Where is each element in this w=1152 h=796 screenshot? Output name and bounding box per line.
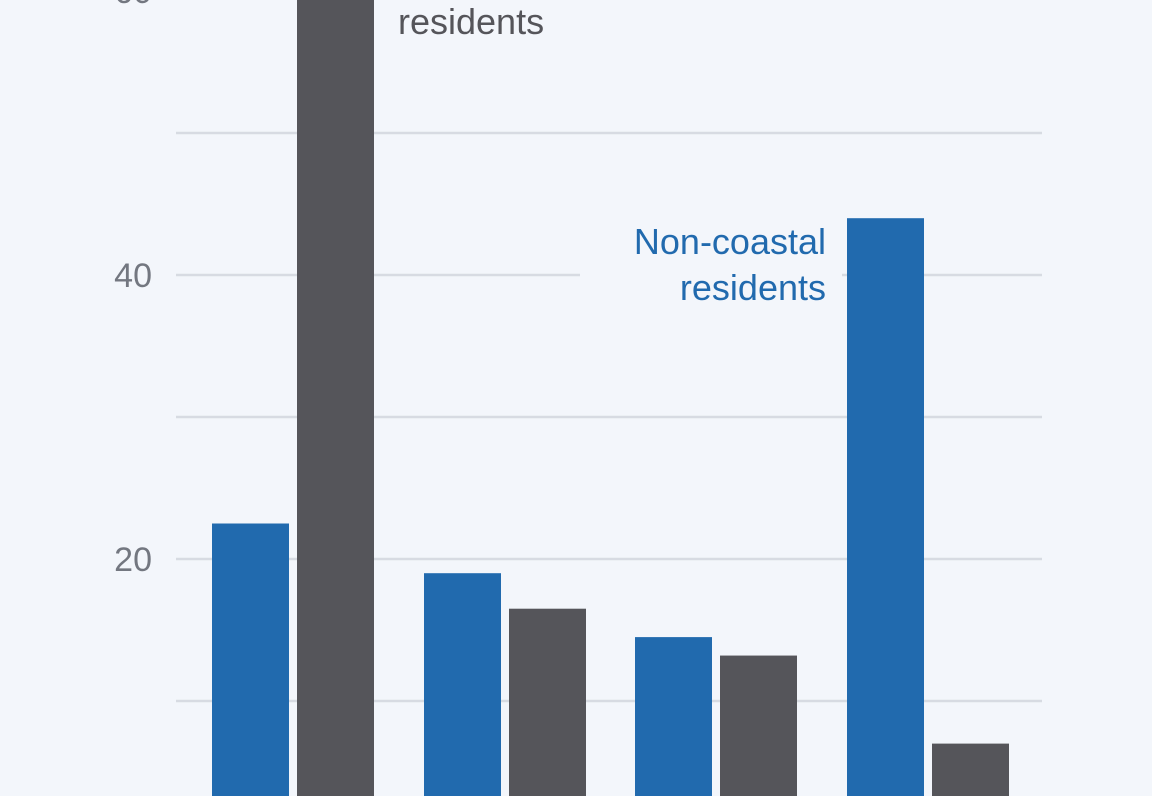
label-background — [384, 0, 584, 48]
bars — [212, 0, 1009, 796]
bar — [720, 655, 797, 796]
y-tick-label: 20 — [114, 541, 152, 579]
bar — [635, 637, 712, 796]
y-axis: 60 40 20 — [114, 0, 152, 579]
bar — [212, 523, 289, 796]
bar — [932, 743, 1009, 796]
series-label-non-coastal: residents — [680, 267, 826, 308]
series-label-non-coastal: Non-coastal — [634, 221, 826, 262]
bar — [297, 0, 374, 796]
series-label-coastal: residents — [398, 1, 544, 42]
y-tick-label: 40 — [114, 257, 152, 295]
series-labels: Non-coastal residents residents — [384, 0, 842, 314]
bar — [424, 573, 501, 796]
bar — [847, 218, 924, 796]
y-tick-label: 60 — [114, 0, 152, 11]
label-background — [580, 214, 842, 314]
bar — [509, 608, 586, 796]
